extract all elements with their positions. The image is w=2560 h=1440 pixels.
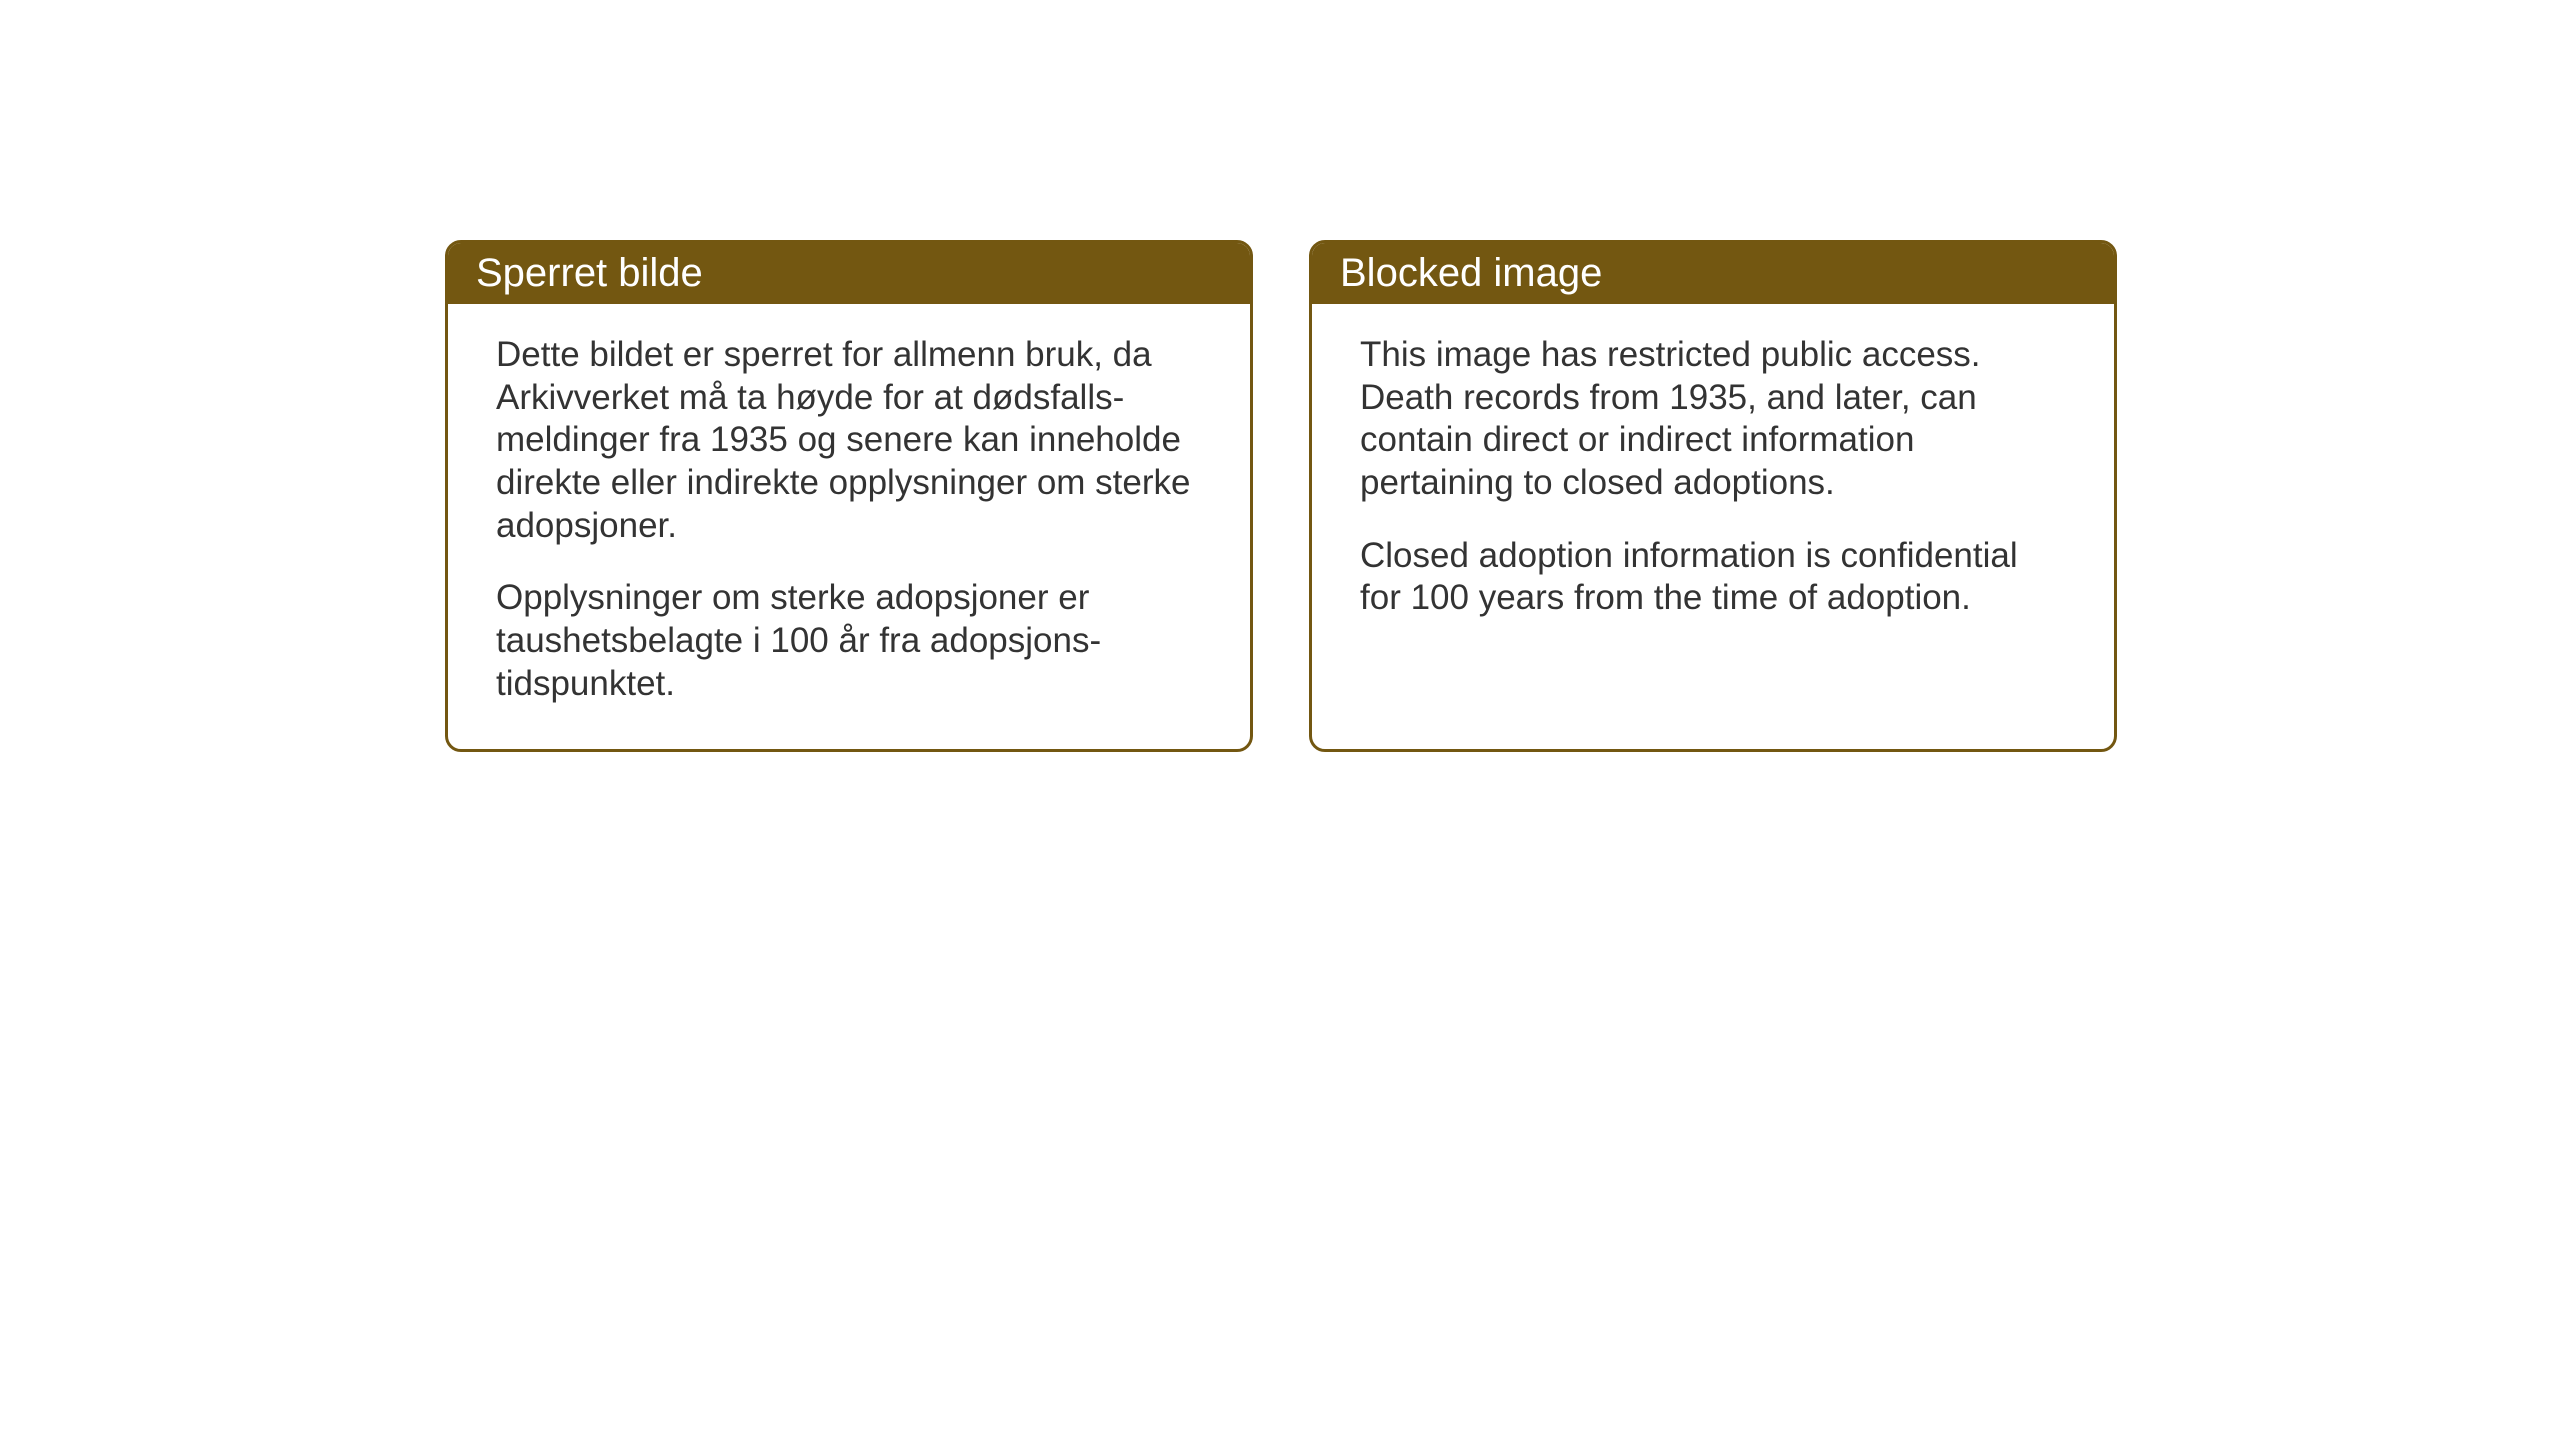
card-paragraph-2-norwegian: Opplysninger om sterke adopsjoner er tau… xyxy=(496,577,1202,705)
card-header-norwegian: Sperret bilde xyxy=(448,243,1250,304)
card-body-norwegian: Dette bildet er sperret for allmenn bruk… xyxy=(448,304,1250,746)
card-title-english: Blocked image xyxy=(1340,251,1602,295)
notice-card-norwegian: Sperret bilde Dette bildet er sperret fo… xyxy=(445,240,1253,752)
card-paragraph-2-english: Closed adoption information is confident… xyxy=(1360,535,2066,620)
card-paragraph-1-english: This image has restricted public access.… xyxy=(1360,334,2066,505)
card-paragraph-1-norwegian: Dette bildet er sperret for allmenn bruk… xyxy=(496,334,1202,547)
card-body-english: This image has restricted public access.… xyxy=(1312,304,2114,660)
card-title-norwegian: Sperret bilde xyxy=(476,251,703,295)
notice-card-english: Blocked image This image has restricted … xyxy=(1309,240,2117,752)
notice-cards-container: Sperret bilde Dette bildet er sperret fo… xyxy=(445,240,2560,752)
card-header-english: Blocked image xyxy=(1312,243,2114,304)
